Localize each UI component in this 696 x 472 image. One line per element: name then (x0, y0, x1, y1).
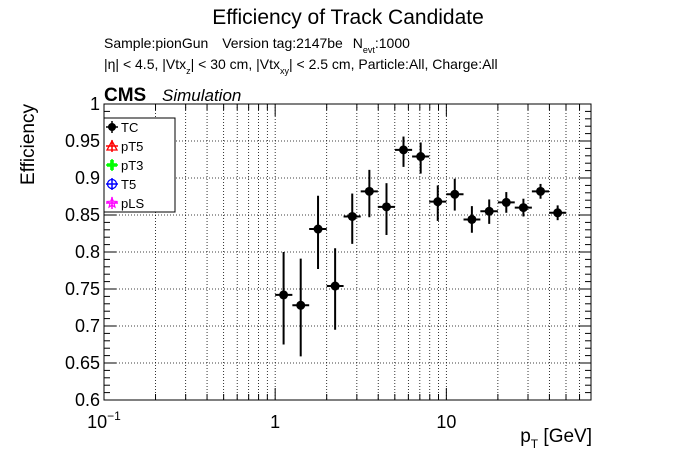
legend: TC pT5 pT3 T5 pLS (103, 117, 176, 213)
x-axis-title-sub: T (531, 437, 539, 451)
data-marker (416, 152, 426, 162)
data-point (326, 248, 344, 330)
y-tick-label: 0.75 (65, 279, 100, 299)
data-point (394, 136, 413, 167)
x-axis-title-unit: [GeV] (538, 426, 592, 447)
data-marker (450, 189, 460, 199)
cms-label: CMS (104, 85, 146, 106)
data-marker (484, 206, 494, 216)
legend-label: T5 (121, 177, 136, 192)
data-points (275, 136, 567, 357)
data-marker (364, 186, 374, 196)
data-marker (553, 208, 563, 218)
data-point (343, 193, 361, 244)
y-tick-label: 0.8 (75, 242, 100, 262)
data-marker (313, 224, 323, 234)
y-tick-labels: 0.6 0.65 0.7 0.75 0.8 0.85 0.9 0.95 1 (65, 94, 100, 410)
legend-item: T5 (106, 177, 136, 192)
y-tick-label: 0.95 (65, 131, 100, 151)
legend-label: pT3 (121, 158, 143, 173)
cuts-z-text: | < 30 cm, |Vtx (191, 56, 280, 72)
x-tick-label: 10 (436, 412, 456, 432)
data-marker (381, 202, 391, 212)
data-point (446, 178, 464, 211)
data-point (309, 195, 327, 270)
data-point (531, 183, 550, 199)
data-point (377, 183, 395, 235)
cuts-xy-text: | < 2.5 cm, Particle:All, Charge:All (289, 56, 498, 72)
legend-marker-triangle (105, 139, 119, 151)
data-marker (399, 145, 409, 155)
y-tick-label: 1 (90, 94, 100, 114)
legend-marker-circle (108, 123, 116, 131)
legend-label: pT5 (121, 139, 143, 154)
data-marker (330, 281, 340, 291)
data-point (514, 198, 532, 217)
data-point (549, 205, 567, 221)
data-marker (536, 186, 546, 196)
data-point (480, 199, 498, 224)
data-marker (347, 211, 357, 221)
version-label: Version tag:2147be (222, 35, 343, 51)
x-tick-labels: 10−1 1 10 (87, 409, 456, 432)
data-marker (433, 197, 443, 207)
legend-item: pLS (105, 196, 144, 211)
x-tick-label-base: 1 (270, 412, 280, 432)
nevt-sub: evt (363, 45, 376, 55)
data-point (429, 185, 447, 221)
legend-label: TC (121, 120, 138, 135)
nevt-value: :1000 (375, 35, 410, 51)
y-tick-label: 0.65 (65, 353, 100, 373)
data-point (360, 169, 378, 218)
nevt-label: N (353, 35, 363, 51)
cuts-z-sub: z (186, 66, 191, 76)
x-tick-label-base: 10 (87, 412, 107, 432)
legend-marker-star (105, 196, 119, 209)
x-axis-title-main: p (520, 426, 531, 447)
data-marker (296, 300, 306, 310)
cuts-eta: |η| < 4.5, |Vtx (104, 56, 186, 72)
cuts-xy-sub: xy (280, 66, 290, 76)
sample-label: Sample:pionGun (104, 35, 208, 51)
simulation-label: Simulation (162, 86, 241, 105)
axis-ticks (103, 103, 592, 401)
x-axis-title: pT [GeV] (520, 426, 592, 451)
y-tick-label: 0.6 (75, 390, 100, 410)
y-tick-label: 0.9 (75, 168, 100, 188)
x-tick-label-exponent: −1 (107, 409, 121, 423)
legend-item: pT5 (105, 139, 143, 154)
data-point (292, 258, 310, 357)
cuts-info: |η| < 4.5, |Vtxz| < 30 cm, |Vtxxy| < 2.5… (104, 56, 498, 76)
data-marker (467, 214, 477, 224)
legend-label: pLS (121, 196, 144, 211)
data-point (275, 252, 293, 345)
data-point (412, 142, 430, 174)
legend-marker-open-circle (106, 178, 118, 190)
legend-marker-cross (107, 160, 117, 170)
data-point (497, 192, 515, 213)
x-tick-label: 10−1 (87, 409, 121, 432)
x-tick-label: 1 (270, 412, 280, 432)
data-point (463, 206, 481, 233)
data-marker (279, 290, 289, 300)
x-tick-label-base: 10 (436, 412, 456, 432)
legend-item: pT3 (106, 158, 143, 173)
sample-info: Sample:pionGun Version tag:2147be Nevt:1… (104, 35, 410, 55)
chart-title: Efficiency of Track Candidate (212, 6, 484, 29)
y-tick-label: 0.7 (75, 316, 100, 336)
legend-item: TC (106, 120, 138, 135)
data-marker (501, 197, 511, 207)
data-marker (518, 203, 528, 213)
y-axis-title: Efficiency (18, 104, 39, 185)
y-tick-label: 0.85 (65, 205, 100, 225)
